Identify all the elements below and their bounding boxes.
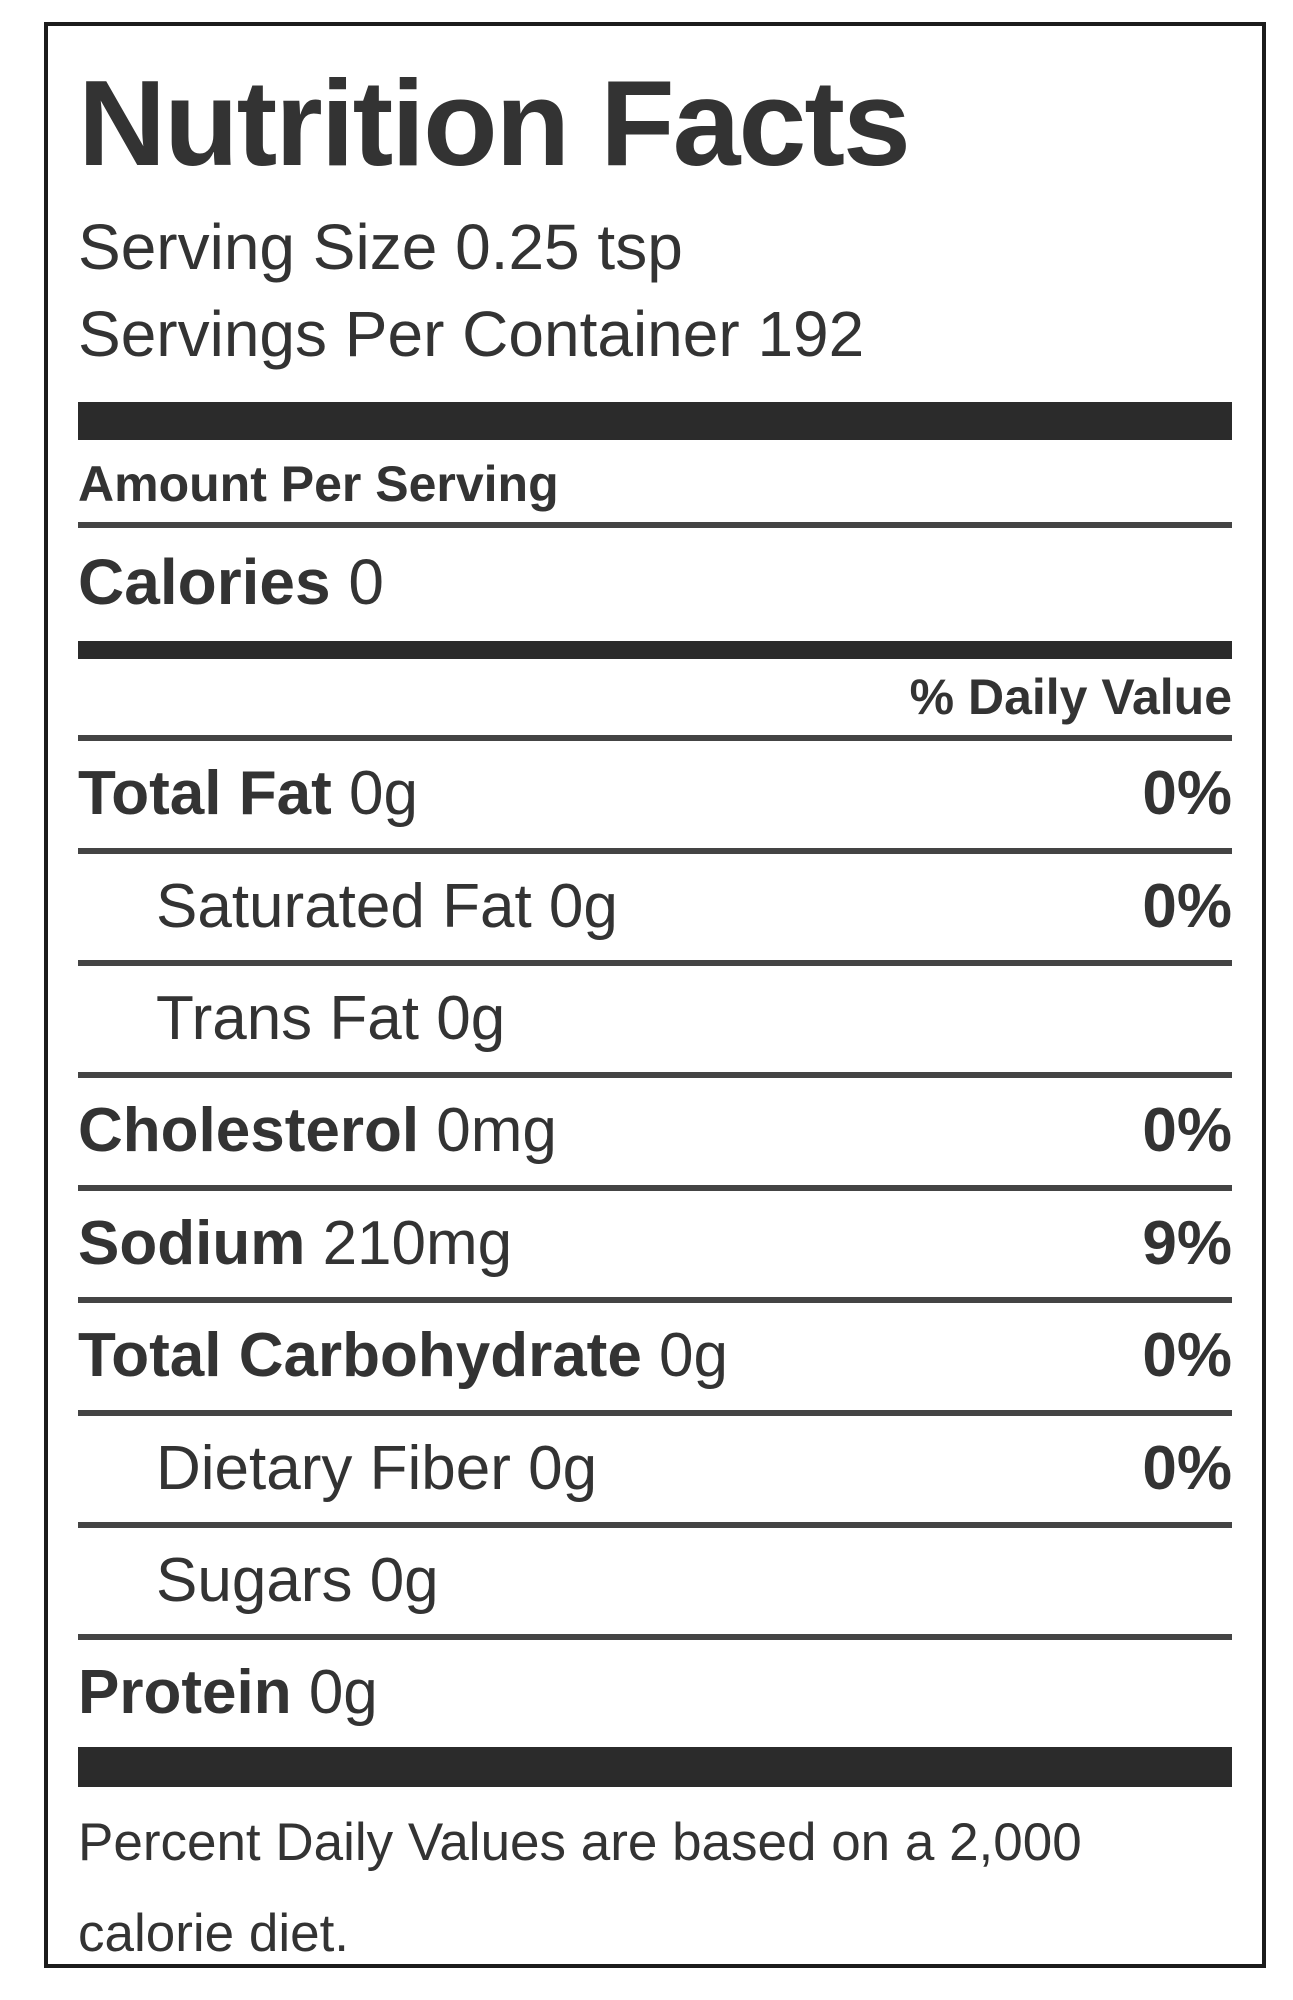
nutrient-label: Sugars	[156, 1545, 353, 1615]
nutrient-label: Trans Fat	[156, 984, 419, 1054]
nutrient-label: Cholesterol	[78, 1096, 420, 1166]
nutrient-name: Total Carbohydrate 0g	[78, 1319, 728, 1393]
nutrient-label: Dietary Fiber	[156, 1433, 511, 1503]
nutrient-amount: 0g	[348, 759, 418, 829]
nutrient-amount: 0g	[528, 1433, 598, 1503]
nutrient-name: Cholesterol 0mg	[78, 1094, 557, 1168]
nutrient-name: Protein 0g	[78, 1656, 378, 1730]
nutrient-percent: 0%	[1142, 1096, 1232, 1166]
nutrient-row-total-carbohydrate: Total Carbohydrate 0g 0%	[78, 1303, 1232, 1416]
nutrient-row-saturated-fat: Saturated Fat 0g 0%	[78, 854, 1232, 967]
nutrient-row-sugars: Sugars 0g	[78, 1528, 1232, 1641]
nutrient-name: Saturated Fat 0g	[156, 870, 618, 944]
nutrient-percent: 0%	[1142, 1321, 1232, 1391]
calories-label: Calories	[78, 546, 331, 619]
nutrient-amount: 0g	[659, 1321, 729, 1391]
nutrient-row-sodium: Sodium 210mg 9%	[78, 1191, 1232, 1304]
nutrient-name: Dietary Fiber 0g	[156, 1432, 597, 1506]
nutrient-amount: 0g	[548, 871, 618, 941]
nutrient-row-total-fat: Total Fat 0g 0%	[78, 741, 1232, 854]
servings-per-container-line: Servings Per Container 192	[78, 298, 865, 371]
nutrient-amount: 210mg	[322, 1208, 513, 1278]
nutrient-name: Total Fat 0g	[78, 757, 418, 831]
nutrient-name: Trans Fat 0g	[156, 982, 505, 1056]
nutrient-label: Saturated Fat	[156, 871, 532, 941]
nutrient-percent: 0%	[1142, 1433, 1232, 1503]
serving-size-line: Serving Size 0.25 tsp	[78, 211, 683, 284]
footnote: Percent Daily Values are based on a 2,00…	[78, 1812, 1082, 1963]
nutrient-amount: 0mg	[436, 1096, 557, 1166]
nutrient-amount: 0g	[369, 1545, 439, 1615]
nutrient-label: Total Fat	[78, 759, 332, 829]
nutrient-amount: 0g	[308, 1658, 378, 1728]
divider-bar-calories	[78, 641, 1232, 660]
nutrient-name: Sugars 0g	[156, 1544, 439, 1618]
nutrient-amount: 0g	[436, 984, 506, 1054]
nutrient-label: Total Carbohydrate	[78, 1321, 642, 1391]
nutrient-percent: 0%	[1142, 871, 1232, 941]
amount-per-serving-heading: Amount Per Serving	[78, 454, 1232, 529]
nutrient-row-trans-fat: Trans Fat 0g	[78, 966, 1232, 1079]
nutrient-row-dietary-fiber: Dietary Fiber 0g 0%	[78, 1416, 1232, 1528]
calories-value: 0	[348, 546, 384, 619]
label-title: Nutrition Facts	[78, 55, 911, 191]
nutrient-label: Protein	[78, 1658, 292, 1728]
nutrient-name: Sodium 210mg	[78, 1207, 512, 1281]
nutrition-facts-label: Nutrition Facts Serving Size 0.25 tsp Se…	[44, 22, 1266, 1968]
calories-row: Calories 0	[78, 528, 1232, 621]
nutrient-label: Sodium	[78, 1208, 306, 1278]
nutrient-row-protein: Protein 0g	[78, 1640, 1232, 1746]
daily-value-header: % Daily Value	[78, 659, 1232, 742]
divider-bar-bottom	[78, 1746, 1232, 1787]
nutrient-percent: 9%	[1142, 1208, 1232, 1278]
divider-bar-top	[78, 402, 1232, 441]
nutrient-row-cholesterol: Cholesterol 0mg 0%	[78, 1078, 1232, 1191]
nutrient-percent: 0%	[1142, 759, 1232, 829]
